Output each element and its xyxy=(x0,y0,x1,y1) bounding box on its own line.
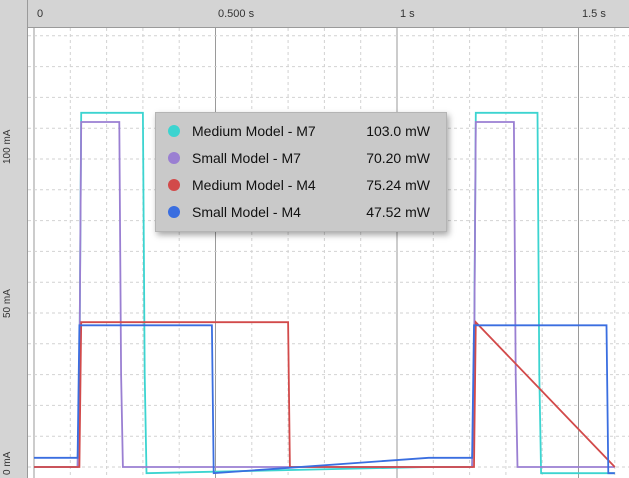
x-tick-label: 0.500 s xyxy=(218,8,255,20)
legend-row-medium-m4: Medium Model - M4 75.24 mW xyxy=(166,175,438,197)
small-m4-trace xyxy=(34,324,615,475)
legend-series-name: Medium Model - M7 xyxy=(192,123,316,139)
x-tick-label: 1 s xyxy=(400,8,415,20)
power-legend: Medium Model - M7 103.0 mW Small Model -… xyxy=(155,112,447,232)
legend-row-small-m4: Small Model - M4 47.52 mW xyxy=(166,202,438,224)
y-tick-label: 100 mA xyxy=(2,129,13,164)
legend-series-name: Small Model - M4 xyxy=(192,204,301,220)
y-tick-label: 0 mA xyxy=(2,451,13,475)
legend-row-medium-m7: Medium Model - M7 103.0 mW xyxy=(166,121,438,143)
legend-dot-icon xyxy=(168,125,180,137)
x-tick-label: 0 xyxy=(37,8,44,20)
traces xyxy=(34,111,616,475)
legend-series-name: Small Model - M7 xyxy=(192,150,301,166)
legend-dot-icon xyxy=(168,179,180,191)
legend-row-small-m7: Small Model - M7 70.20 mW xyxy=(166,148,438,170)
legend-dot-icon xyxy=(168,152,180,164)
legend-power-value: 70.20 mW xyxy=(366,150,430,166)
y-tick-label: 50 mA xyxy=(2,289,13,318)
legend-series-name: Medium Model - M4 xyxy=(192,177,316,193)
legend-power-value: 75.24 mW xyxy=(366,177,430,193)
current-ruler[interactable]: 0 mA 50 mA 100 mA xyxy=(0,0,28,478)
legend-power-value: 103.0 mW xyxy=(366,123,430,139)
x-tick-label: 1.5 s xyxy=(582,8,606,20)
legend-dot-icon xyxy=(168,206,180,218)
legend-power-value: 47.52 mW xyxy=(366,204,430,220)
time-ruler[interactable]: 0 0.500 s 1 s 1.5 s xyxy=(0,0,629,28)
